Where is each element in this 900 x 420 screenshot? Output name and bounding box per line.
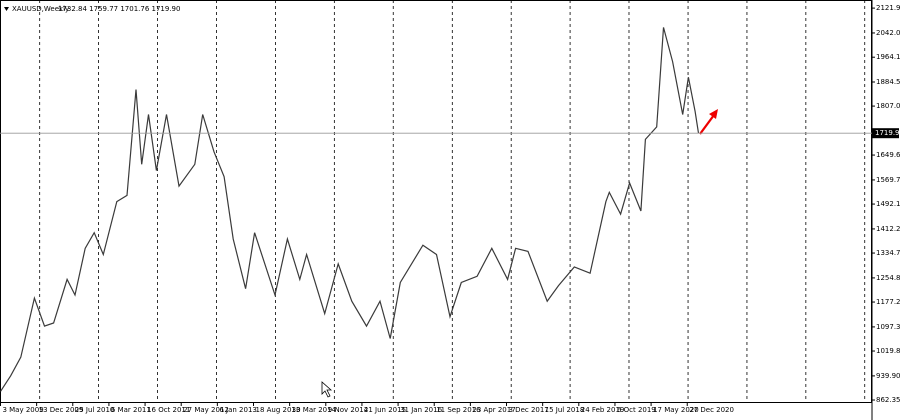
y-tick-label: 1964.15 (876, 53, 900, 61)
x-tick-label: 27 May 2012 (183, 406, 229, 414)
y-tick-label: 939.90 (876, 372, 900, 380)
x-tick-label: 9 Nov 2014 (328, 406, 369, 414)
x-tick-label: 3 Dec 2017 (509, 406, 549, 414)
x-tick-label: 27 Dec 2020 (689, 406, 734, 414)
x-tick-label: 15 Jul 2018 (545, 406, 585, 414)
y-tick-label: 1649.65 (876, 151, 900, 159)
x-tick-label: 18 Aug 2013 (255, 406, 300, 414)
y-tick-label: 1884.50 (876, 78, 900, 86)
plot-layer (0, 0, 866, 402)
y-tick-label: 1097.35 (876, 323, 900, 331)
x-tick-label: 21 Jun 2015 (364, 406, 406, 414)
x-tick-label: 3 May 2009 (2, 406, 43, 414)
x-tick-label: 23 Apr 2017 (472, 406, 515, 414)
x-tick-label: 6 Mar 2011 (111, 406, 151, 414)
current-price-box (872, 128, 899, 139)
y-tick-label: 1019.80 (876, 347, 900, 355)
y-tick-label: 1334.70 (876, 249, 900, 257)
x-tick-label: 31 Jan 2016 (400, 406, 443, 414)
price-line (0, 27, 700, 392)
y-tick-label: 2042.05 (876, 29, 900, 37)
y-tick-label: 1492.15 (876, 200, 900, 208)
y-tick-label: 2121.95 (876, 4, 900, 12)
x-tick-label: 6 Oct 2019 (617, 406, 656, 414)
y-tick-label: 1412.25 (876, 225, 900, 233)
y-tick-label: 1177.25 (876, 298, 900, 306)
trend-arrow (699, 109, 718, 135)
ohlc-readout: 1732.84 1759.77 1701.76 1719.90 (58, 5, 180, 13)
current-price-label: 1719.90 (875, 129, 900, 137)
x-tick-label: 24 Feb 2019 (581, 406, 625, 414)
x-tick-label: 6 Jan 2013 (219, 406, 257, 414)
chart-title: XAUUSD,Weekly (12, 5, 69, 13)
x-tick-label: 25 Jul 2010 (75, 406, 115, 414)
x-tick-label: 11 Sep 2016 (436, 406, 481, 414)
x-tick-label: 16 Oct 2011 (147, 406, 190, 414)
y-tick-label: 1254.80 (876, 274, 900, 282)
x-tick-label: 30 Mar 2014 (292, 406, 337, 414)
mouse-cursor (321, 381, 333, 398)
y-tick-label: 862.35 (876, 396, 900, 404)
plot-frame (0, 0, 872, 403)
x-tick-label: 17 May 2020 (653, 406, 699, 414)
y-tick-label: 1807.05 (876, 102, 900, 110)
y-tick-label: 1569.70 (876, 176, 900, 184)
chart-menu-icon (4, 7, 9, 11)
x-tick-label: 13 Dec 2009 (39, 406, 84, 414)
